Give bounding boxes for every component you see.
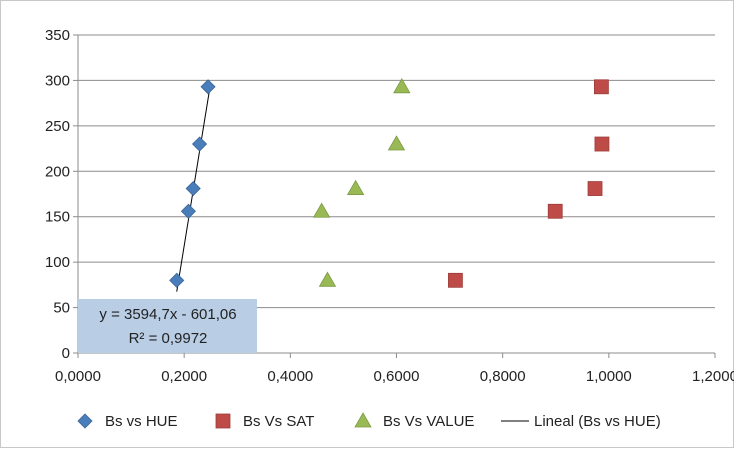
legend-label: Bs Vs VALUE [383,413,474,430]
y-tick-label: 150 [45,209,70,226]
data-point-triangle [312,202,331,218]
y-tick-label: 350 [45,27,70,44]
x-axis-ticks: 0,0000 0,2000 0,4000 0,6000 0,8000 1,0000 1,20… [55,353,734,385]
x-tick-label: 0,0000 [55,368,101,385]
data-point-diamond [191,136,208,152]
series-diamond [169,79,216,288]
legend-label: Lineal (Bs vs HUE) [534,413,661,430]
y-tick-label: 300 [45,72,70,89]
data-point-square [594,79,609,95]
legend-label: Bs vs HUE [105,413,178,430]
legend-item: Bs Vs SAT [215,413,314,430]
y-tick-label: 250 [45,118,70,135]
y-tick-label: 50 [53,300,70,317]
data-point-triangle [393,77,411,94]
legend-item: Lineal (Bs vs HUE) [501,413,661,430]
trendline-equation: y = 3594,7x - 601,06 [99,306,236,323]
x-tick-label: 1,2000 [692,368,734,385]
data-points [169,77,610,288]
series-square [448,79,610,288]
equation-box-background [78,299,257,353]
grid-lines [78,34,715,309]
data-point-square [448,272,463,288]
data-point-square [594,136,610,152]
data-point-square [547,203,563,219]
series-triangle [312,77,411,287]
y-tick-label: 100 [45,254,70,271]
legend: Bs vs HUE Bs Vs SAT Bs Vs VALUE Lineal (Bs … [77,412,661,430]
legend-label: Bs Vs SAT [243,413,314,430]
legend-square-swatch [215,413,231,429]
x-tick-label: 1,0000 [586,368,632,385]
data-point-diamond [185,180,201,197]
data-point-triangle [318,271,337,287]
y-axis-ticks: 0 50 100 150 200 250 300 350 [45,27,78,362]
x-tick-label: 0,2000 [161,368,207,385]
data-point-diamond [200,79,216,95]
legend-diamond-swatch [77,413,93,429]
trendline-equation-box: y = 3594,7x - 601,06 R² = 0,9972 [78,299,257,353]
legend-item: Bs Vs VALUE [354,412,474,430]
data-point-triangle [346,179,365,195]
x-tick-label: 0,4000 [267,368,313,385]
data-point-diamond [169,272,185,288]
x-tick-label: 0,8000 [480,368,526,385]
y-tick-label: 200 [45,163,70,180]
x-tick-label: 0,6000 [374,368,420,385]
data-point-diamond [180,203,196,219]
trendline-r-squared: R² = 0,9972 [129,330,208,347]
legend-item: Bs vs HUE [77,413,178,430]
legend-triangle-swatch [354,412,372,428]
y-tick-label: 0 [62,345,70,362]
data-point-triangle [387,135,406,151]
data-point-square [587,181,603,196]
